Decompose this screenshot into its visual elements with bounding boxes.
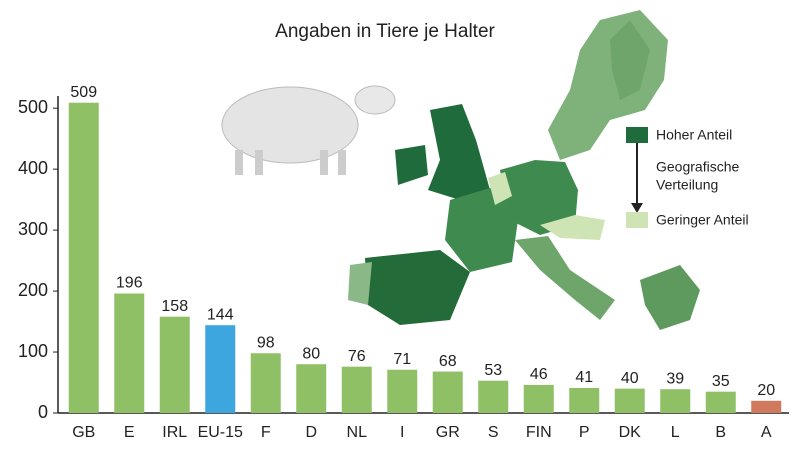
bar (114, 293, 145, 413)
x-tick-label: I (400, 424, 404, 441)
bar (432, 371, 463, 413)
y-tick-label: 400 (18, 158, 48, 178)
bar (296, 364, 327, 413)
bar (523, 384, 554, 413)
y-tick-label: 100 (18, 341, 48, 361)
value-label: 39 (666, 370, 684, 387)
x-tick-label: GB (72, 424, 95, 441)
map-ireland (395, 145, 428, 185)
x-tick-label: FIN (526, 424, 552, 441)
bar (705, 391, 736, 413)
value-label: 98 (257, 334, 275, 351)
y-tick-label: 0 (38, 402, 48, 422)
legend-high: Hoher Anteil (656, 127, 732, 143)
value-label: 509 (70, 84, 97, 101)
x-tick-label: NL (347, 424, 368, 441)
bar (68, 102, 99, 413)
x-tick-label: B (715, 424, 726, 441)
x-tick-label: EU-15 (198, 424, 243, 441)
bar (159, 316, 190, 413)
x-tick-label: DK (619, 424, 642, 441)
map-gb (428, 104, 490, 200)
bar (341, 366, 372, 413)
legend-low: Geringer Anteil (656, 212, 749, 228)
sheep (221, 85, 396, 175)
x-tick-label: L (671, 424, 680, 441)
bar (205, 325, 236, 413)
bar (660, 389, 691, 413)
bar (614, 388, 645, 413)
value-label: 80 (302, 345, 320, 362)
y-tick-label: 500 (18, 97, 48, 117)
legend-arrowhead (631, 203, 643, 213)
y-tick-label: 300 (18, 219, 48, 239)
bar (387, 369, 418, 413)
map-benelux (488, 172, 512, 205)
x-tick-label: IRL (162, 424, 187, 441)
map-germany (500, 160, 578, 235)
map (348, 10, 700, 330)
legend-swatch-low (626, 212, 648, 228)
bar (751, 400, 782, 413)
x-tick-label: P (579, 424, 590, 441)
chart-title: Angaben in Tiere je Halter (275, 21, 495, 42)
value-label: 46 (530, 366, 548, 383)
value-label: 40 (621, 370, 639, 387)
value-label: 196 (116, 275, 143, 292)
value-label: 71 (393, 351, 411, 368)
x-tick-label: F (261, 424, 271, 441)
value-label: 158 (161, 298, 188, 315)
map-scandinavia (548, 10, 668, 160)
y-tick-label: 200 (18, 280, 48, 300)
x-tick-label: GR (436, 424, 460, 441)
map-spain (365, 250, 470, 325)
bar (569, 388, 600, 413)
value-label: 41 (575, 369, 593, 386)
value-label: 144 (207, 306, 234, 323)
value-label: 68 (439, 353, 457, 370)
x-tick-label: E (124, 424, 135, 441)
map-france (445, 185, 518, 272)
x-tick-label: S (488, 424, 499, 441)
value-label: 35 (712, 373, 730, 390)
x-tick-label: A (761, 424, 772, 441)
map-finland (610, 20, 650, 100)
map-austria (540, 215, 605, 240)
legend-swatch-high (626, 127, 648, 143)
value-label: 76 (348, 348, 366, 365)
legend-middle: Geografische (656, 159, 739, 175)
x-tick-label: D (305, 424, 317, 441)
value-label: 53 (484, 362, 502, 379)
map-greece (640, 265, 700, 330)
map-portugal (348, 262, 372, 305)
map-italy (515, 236, 615, 320)
value-label: 20 (757, 382, 775, 399)
legend-middle: Verteilung (656, 177, 718, 193)
bar (478, 380, 509, 413)
bar (250, 353, 281, 413)
